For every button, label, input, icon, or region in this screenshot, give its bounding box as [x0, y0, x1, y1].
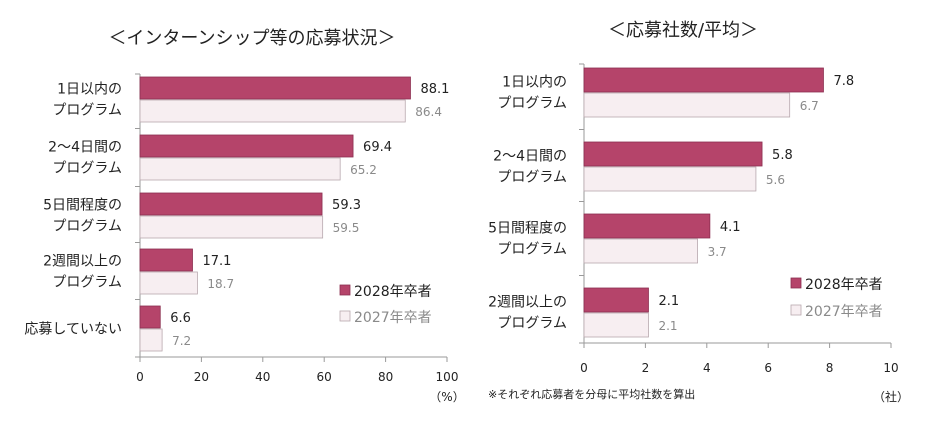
- category-label: プログラム: [497, 170, 567, 186]
- value-label-2027: 6.7: [800, 99, 819, 113]
- legend-label: 2027年卒者: [354, 310, 432, 326]
- x-axis-unit: （%）: [429, 390, 464, 404]
- value-label-2028: 7.8: [833, 74, 854, 89]
- category-label: 2週間以上の: [488, 295, 567, 311]
- bar-2027: [139, 215, 324, 239]
- x-tick-label: 10: [883, 361, 898, 375]
- chart-title: ＜インターンシップ等の応募状況＞: [108, 28, 395, 49]
- x-tick-label: 80: [378, 370, 393, 384]
- bar-2027: [583, 238, 698, 264]
- value-label-2027: 5.6: [766, 173, 785, 187]
- value-label-2027: 86.4: [415, 105, 442, 119]
- value-label-2028: 5.8: [772, 148, 793, 163]
- category-label: プログラム: [52, 103, 122, 119]
- category-label: プログラム: [52, 219, 122, 235]
- category-label: プログラム: [497, 242, 567, 258]
- x-tick-label: 4: [703, 361, 711, 375]
- bar-2028: [583, 213, 711, 239]
- value-label-2028: 17.1: [202, 254, 231, 269]
- legend-label: 2028年卒者: [805, 277, 883, 293]
- x-tick-label: 2: [642, 361, 650, 375]
- bar-2028: [139, 305, 161, 329]
- bar-2027: [139, 328, 163, 352]
- legend-label: 2028年卒者: [354, 284, 432, 300]
- bar-2027: [583, 312, 649, 338]
- category-label: 1日以内の: [502, 75, 567, 91]
- x-tick-label: 8: [826, 361, 834, 375]
- legend-swatch: [339, 310, 351, 322]
- category-label: プログラム: [52, 161, 122, 177]
- chart-note: ※それぞれ応募者を分母に平均社数を算出: [488, 387, 695, 401]
- bar-2028: [139, 134, 354, 158]
- value-label-2028: 88.1: [420, 82, 449, 97]
- category-label: 2～4日間の: [48, 140, 122, 156]
- value-label-2027: 2.1: [658, 319, 677, 333]
- value-label-2027: 7.2: [172, 334, 191, 348]
- legend-label: 2027年卒者: [805, 304, 883, 320]
- bar-2028: [139, 192, 323, 216]
- bar-2028: [583, 141, 763, 167]
- x-tick-label: 20: [194, 370, 209, 384]
- value-label-2027: 65.2: [350, 163, 377, 177]
- legend-swatch: [339, 284, 351, 296]
- x-tick-label: 6: [764, 361, 772, 375]
- bar-2028: [139, 248, 193, 272]
- bar-2027: [139, 157, 341, 181]
- value-label-2028: 6.6: [170, 311, 191, 326]
- bar-2028: [583, 287, 649, 313]
- category-label: プログラム: [497, 316, 567, 332]
- value-label-2027: 59.5: [333, 221, 360, 235]
- bar-2028: [583, 67, 824, 93]
- x-tick-label: 100: [436, 370, 459, 384]
- chart-title: ＜応募社数/平均＞: [608, 20, 758, 41]
- category-label: プログラム: [52, 275, 122, 291]
- legend-swatch: [790, 277, 802, 289]
- bar-2028: [139, 76, 411, 100]
- value-label-2028: 69.4: [363, 140, 392, 155]
- x-axis-unit: （社）: [873, 389, 909, 404]
- x-tick-label: 0: [580, 361, 588, 375]
- value-label-2028: 2.1: [658, 294, 679, 309]
- category-label: 1日以内の: [57, 82, 122, 98]
- bar-2027: [139, 271, 198, 295]
- category-label: 2週間以上の: [43, 254, 122, 270]
- value-label-2028: 4.1: [720, 220, 741, 235]
- category-label: 応募していない: [24, 322, 122, 338]
- bar-2027: [583, 166, 757, 192]
- category-label: プログラム: [497, 96, 567, 112]
- x-tick-label: 0: [136, 370, 144, 384]
- bar-2027: [139, 99, 406, 123]
- category-label: 5日間程度の: [43, 198, 122, 214]
- x-tick-label: 60: [317, 370, 332, 384]
- value-label-2027: 18.7: [207, 277, 234, 291]
- legend-swatch: [790, 304, 802, 316]
- value-label-2027: 3.7: [708, 245, 727, 259]
- value-label-2028: 59.3: [332, 198, 361, 213]
- x-tick-label: 40: [255, 370, 270, 384]
- category-label: 2～4日間の: [493, 149, 567, 165]
- category-label: 5日間程度の: [488, 221, 567, 237]
- bar-2027: [583, 92, 791, 118]
